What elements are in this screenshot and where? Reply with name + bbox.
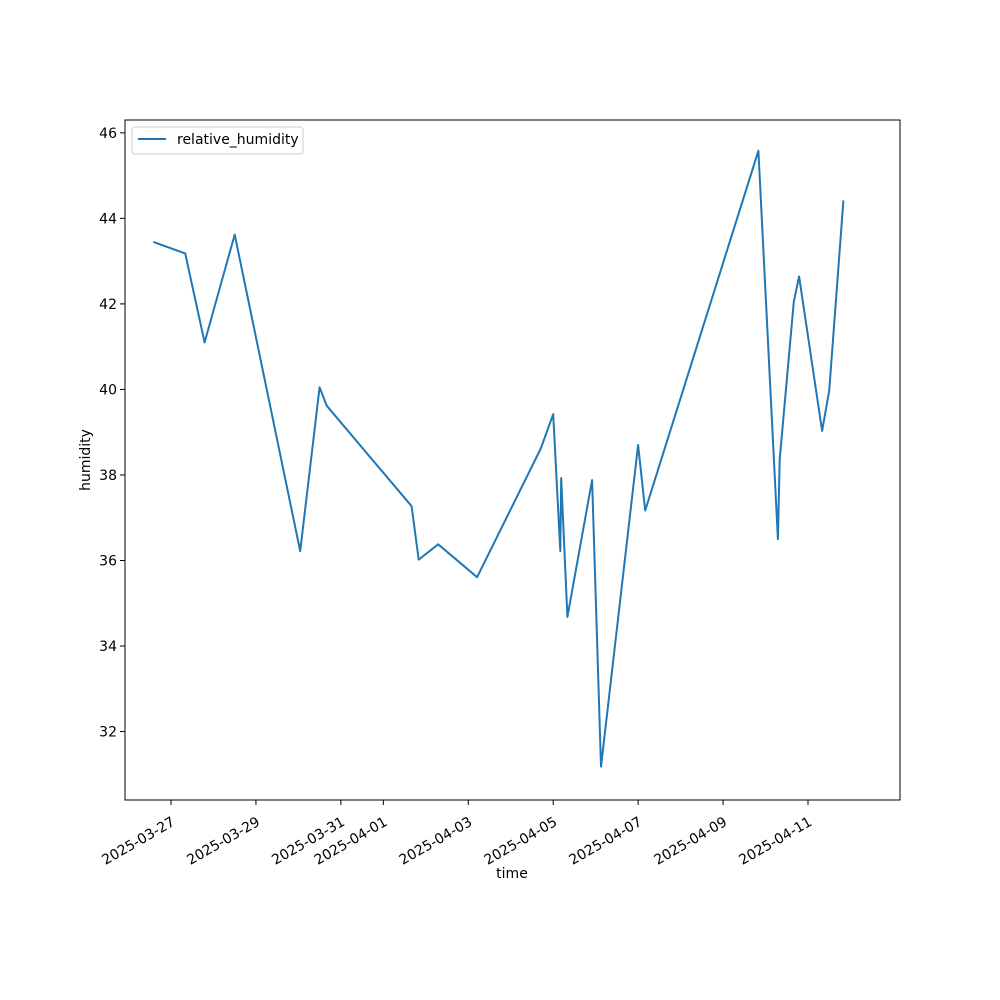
y-tick-label: 36: [99, 554, 117, 570]
y-tick-label: 34: [99, 639, 117, 655]
series-layer: [152, 149, 845, 768]
data-point: [637, 444, 639, 446]
y-tick-label: 40: [99, 382, 117, 398]
data-point: [600, 766, 602, 768]
y-tick-label: 46: [99, 126, 117, 142]
data-point: [591, 479, 593, 481]
data-point: [234, 234, 236, 236]
data-point: [798, 276, 800, 278]
data-point: [326, 405, 328, 407]
data-point: [779, 458, 781, 460]
data-point: [184, 252, 186, 254]
y-axis: 32 34 36 38 40 42 44 46: [99, 126, 125, 741]
data-point: [411, 505, 413, 507]
y-axis-label: humidity: [78, 429, 94, 491]
y-tick-label: 42: [99, 297, 117, 313]
data-point: [319, 386, 321, 388]
data-point: [644, 510, 646, 512]
legend-box: [131, 126, 304, 155]
data-point: [437, 543, 439, 545]
data-point: [842, 199, 844, 201]
data-point: [757, 150, 759, 152]
data-point: [828, 390, 830, 392]
y-tick-label: 44: [99, 211, 117, 227]
plot-frame: [124, 119, 901, 801]
data-point: [560, 477, 562, 479]
data-point: [821, 430, 823, 432]
data-point: [566, 616, 568, 618]
data-point: [540, 448, 542, 450]
legend: relative_humidity: [131, 126, 304, 155]
data-point: [793, 301, 795, 303]
data-point: [299, 550, 301, 552]
data-point: [204, 341, 206, 343]
y-tick-label: 32: [99, 725, 117, 741]
data-point: [552, 413, 554, 415]
plot-area: [125, 120, 900, 800]
data-point: [418, 559, 420, 561]
data-point: [476, 576, 478, 578]
data-point: [152, 241, 154, 243]
series-line: [152, 149, 845, 768]
data-point: [559, 550, 561, 552]
series-relative_humidity: [152, 149, 845, 768]
x-axis-label: time: [496, 866, 528, 882]
data-point: [777, 538, 779, 540]
y-tick-label: 38: [99, 468, 117, 484]
legend-label: relative_humidity: [177, 132, 299, 148]
